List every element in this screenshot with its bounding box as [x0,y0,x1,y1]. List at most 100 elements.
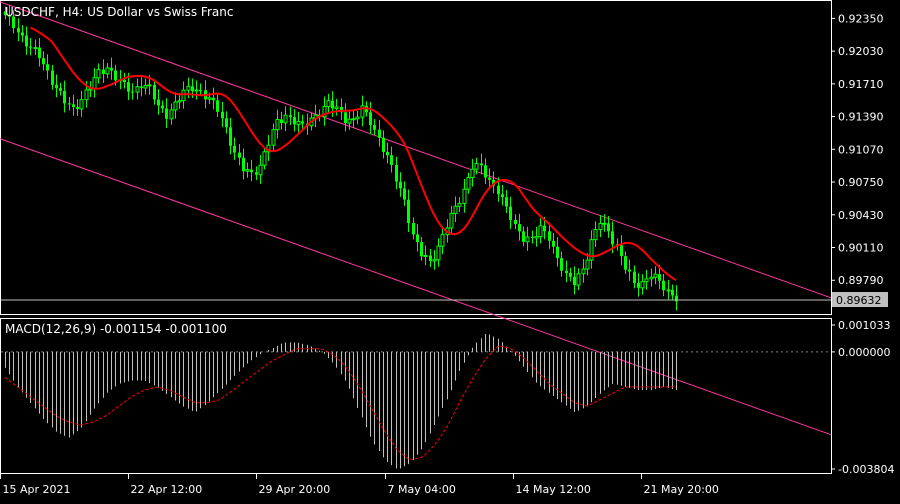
candle-body-up [525,236,530,243]
candle-body-down [42,58,45,65]
candle-body-down [161,105,164,109]
candle [620,235,623,266]
candle-body-up [644,278,649,283]
candle [525,226,530,251]
candle [369,102,372,135]
candle-body-up [33,47,38,50]
candle [42,51,45,71]
time-tick-label: 22 Apr 12:00 [131,483,203,496]
candle [666,279,671,300]
candle [440,225,445,255]
candle [633,265,636,289]
candle-body-up [105,67,110,75]
candle-body-down [386,151,389,156]
candle-body-up [275,118,280,131]
candle-body-up [96,69,101,79]
candle-body-up [602,222,607,225]
candle [266,135,271,161]
candle-body-up [173,101,178,111]
price-tick-label: 0.90430 [838,209,884,222]
candle-body-down [229,127,232,146]
candle [135,78,140,100]
candle-body-down [4,11,7,16]
candle [593,221,598,248]
candle-body-down [395,164,398,182]
candle-body-down [114,70,117,81]
candle-body-down [607,223,610,232]
candle [131,83,134,100]
candle [653,266,658,285]
candle [637,273,640,297]
candle-body-up [283,114,288,124]
candle-body-up [322,106,327,118]
candle-body-down [429,255,432,262]
channel-upper-line [0,1,832,299]
candle [153,79,156,105]
candle-body-down [671,289,674,296]
candle [33,39,38,55]
candle-body-down [480,163,483,166]
candle-body-up [576,273,581,286]
candle [262,147,267,170]
candle [225,111,228,134]
candle [258,154,263,184]
candle-body-down [560,258,563,271]
candle-body-down [497,185,500,195]
candle-body-up [334,106,339,109]
candle-body-down [633,271,636,283]
candle-body-down [225,118,228,128]
candle [429,248,432,267]
candle-body-down [238,152,241,158]
candle [598,214,603,238]
macd-tick-label: 0.001033 [838,319,891,332]
candle-body-up [355,116,360,120]
candle-body-down [514,219,517,225]
candle-body-down [12,16,15,29]
candle [173,92,178,119]
candle-body-up [470,168,475,178]
candle-body-down [518,224,521,232]
candle [671,284,674,301]
candle [194,80,199,100]
candle [420,236,423,261]
candle-body-down [191,86,194,92]
candle-body-up [538,225,543,238]
candle-body-down [543,225,546,232]
candle [416,224,419,252]
macd-tick-label: 0.000000 [838,346,891,359]
candle-body-up [653,273,658,278]
candle [46,54,49,80]
candle [492,171,495,194]
candle [242,148,245,180]
candle [102,59,105,84]
candle-body-down [293,117,296,125]
candle-body-down [531,237,534,239]
candle-body-up [79,99,84,110]
candle-body-down [216,100,219,112]
candle-body-up [466,176,471,190]
candle-body-down [637,282,640,288]
candle [59,82,62,96]
price-tick-label: 0.89790 [838,274,884,287]
candle [143,78,148,95]
candle [322,96,327,126]
candle-body-down [412,223,415,235]
candle-body-up [457,202,462,207]
candle-body-up [143,85,148,89]
price-tick-label: 0.91070 [838,143,884,156]
candle [531,230,534,244]
candle [347,111,352,130]
chart-title: USDCHF, H4: US Dollar vs Swiss Franc [5,5,233,19]
candle [161,100,164,113]
candle-body-up [181,89,186,102]
candle-body-down [233,145,236,153]
candle [233,137,236,160]
candle [221,101,224,128]
candle-body-down [505,197,508,207]
candle [470,158,475,187]
candle-body-down [165,108,168,119]
candle-body-down [522,231,525,242]
candle-body-down [340,106,343,113]
candle [628,259,631,281]
candle [589,230,594,269]
